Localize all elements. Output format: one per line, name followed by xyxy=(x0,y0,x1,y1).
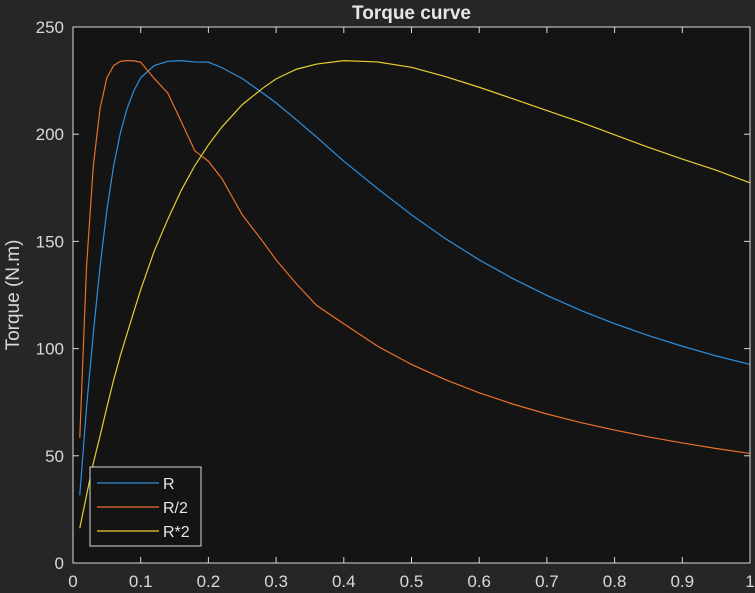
x-tick-label: 0.9 xyxy=(670,572,694,591)
y-tick-label: 100 xyxy=(36,340,64,359)
y-tick-label: 150 xyxy=(36,232,64,251)
legend-entry-2: R/2 xyxy=(163,500,188,517)
x-tick-label: 0 xyxy=(68,572,77,591)
y-tick-label: 250 xyxy=(36,18,64,37)
x-tick-label: 0.8 xyxy=(603,572,627,591)
y-axis-label: Torque (N.m) xyxy=(3,240,24,351)
axis-layer: 0 0.1 0.2 0.3 0.4 0.5 0.6 0.7 0.8 0.9 1 0 50 100 150 20… xyxy=(36,18,755,591)
legend-entry-1: R xyxy=(163,476,175,493)
series-line-3 xyxy=(79,60,751,529)
series-line-1 xyxy=(79,60,751,496)
x-tick-label: 0.7 xyxy=(535,572,559,591)
y-tick-label: 50 xyxy=(45,447,64,466)
x-tick-label: 0.2 xyxy=(197,572,221,591)
x-tick-label: 0.5 xyxy=(400,572,424,591)
series-layer xyxy=(79,60,751,529)
x-tick-label: 1 xyxy=(745,572,754,591)
y-tick-label: 200 xyxy=(36,125,64,144)
legend[interactable]: R R/2 R*2 xyxy=(89,466,202,547)
x-tick-label: 0.4 xyxy=(332,572,356,591)
y-tick-label: 0 xyxy=(55,554,64,573)
series-line-2 xyxy=(79,60,751,455)
x-tick-label: 0.6 xyxy=(467,572,491,591)
x-tick-label: 0.3 xyxy=(264,572,288,591)
legend-entry-3: R*2 xyxy=(163,524,190,541)
x-tick-label: 0.1 xyxy=(129,572,153,591)
chart-title: Torque curve xyxy=(352,3,471,24)
